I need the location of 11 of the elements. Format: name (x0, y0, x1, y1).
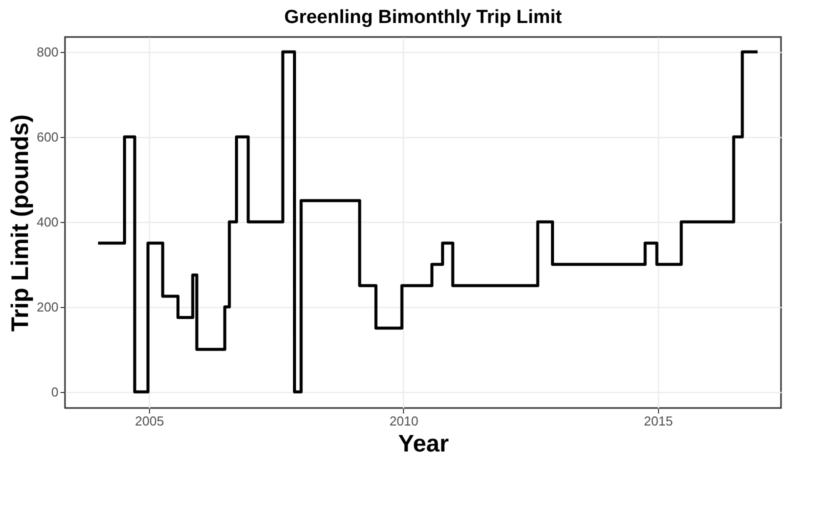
chart-title: Greenling Bimonthly Trip Limit (284, 7, 562, 28)
y-tick-label: 0 (51, 384, 58, 400)
x-tick-label: 2005 (135, 414, 164, 428)
y-tick-label: 200 (36, 299, 58, 314)
y-tick-label: 600 (36, 129, 58, 144)
y-tick-label: 800 (36, 44, 58, 60)
x-tick-label: 2015 (644, 414, 673, 428)
y-tick-label: 400 (36, 214, 58, 230)
x-axis-title: Year (398, 430, 449, 458)
x-tick-label: 2010 (389, 414, 418, 428)
y-axis-title: Trip Limit (pounds) (6, 114, 34, 332)
